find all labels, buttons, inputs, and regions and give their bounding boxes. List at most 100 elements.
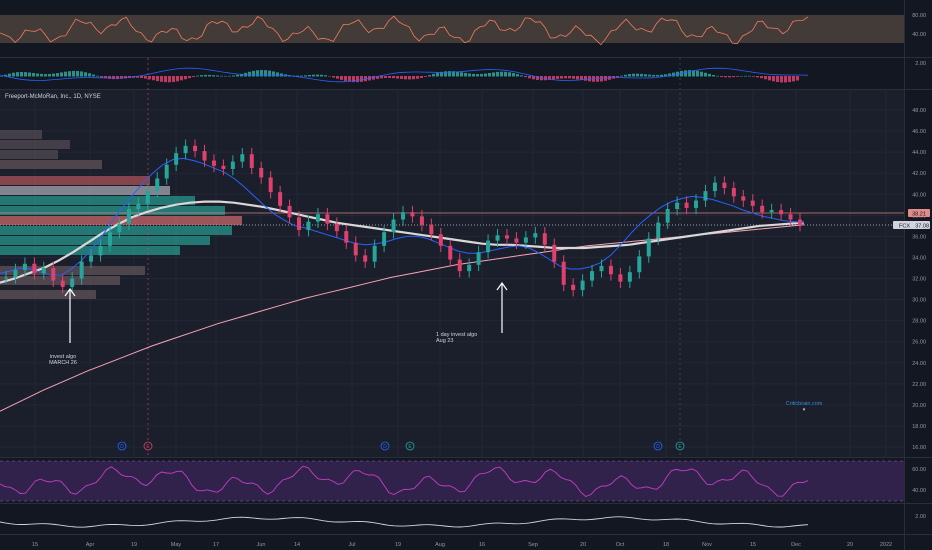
x-tick-label: May	[171, 542, 182, 548]
histogram-bar	[728, 76, 731, 78]
histogram-bar	[308, 74, 311, 77]
histogram-bar	[360, 76, 363, 82]
histogram-bar	[740, 75, 743, 77]
histogram-bar	[148, 76, 151, 80]
volume-profile-bar	[0, 216, 242, 225]
histogram-bar	[52, 73, 55, 77]
candle-body	[98, 245, 103, 256]
histogram-bar	[580, 76, 583, 80]
oscillator-tick-label: 80.00	[912, 13, 926, 19]
histogram-bar	[796, 76, 799, 81]
histogram-bar	[644, 74, 647, 77]
histogram-bar	[356, 76, 359, 83]
candle-body	[51, 267, 56, 281]
histogram-bar	[144, 76, 147, 79]
histogram-bar	[272, 71, 275, 77]
histogram-bar	[520, 75, 523, 77]
candle-body	[694, 200, 699, 208]
svg-text:FCX: FCX	[899, 224, 910, 230]
histogram-bar	[380, 76, 383, 79]
event-marker-label: E	[146, 444, 150, 450]
y-tick-label: 26.00	[912, 340, 926, 346]
volume-profile-bar	[0, 206, 225, 215]
histogram-bar	[756, 76, 759, 78]
histogram-bar	[276, 72, 279, 77]
x-tick-label: 16	[479, 542, 485, 548]
histogram-bar	[544, 76, 547, 81]
histogram-bar	[424, 76, 427, 77]
histogram-bar	[736, 76, 739, 77]
candle-body	[202, 151, 207, 161]
candle-body	[391, 219, 396, 233]
event-marker-icon[interactable]	[653, 441, 663, 451]
histogram-tick-label: 2.00	[915, 61, 926, 67]
candle-body	[741, 196, 746, 201]
histogram-bar	[744, 75, 747, 77]
histogram-bar	[652, 74, 655, 77]
candle-body	[542, 233, 547, 245]
volume-profile	[0, 130, 242, 299]
y-tick-label: 40.00	[912, 192, 926, 198]
event-marker-icon[interactable]	[380, 441, 390, 451]
histogram-bar	[92, 74, 95, 77]
x-tick-label: Sep	[528, 542, 538, 548]
bottom-indicator: 2.00	[0, 514, 926, 528]
arrow-head-icon	[64, 287, 76, 297]
histogram-bar	[472, 73, 475, 77]
candle-body	[126, 208, 131, 224]
candle-body	[155, 178, 160, 192]
volume-profile-bar	[0, 196, 195, 205]
histogram-bar	[176, 76, 179, 82]
histogram-bar	[100, 76, 103, 78]
histogram-bar	[500, 71, 503, 77]
candle-body	[608, 265, 613, 275]
event-marker-icon[interactable]	[117, 441, 127, 451]
histogram-bar	[420, 76, 423, 78]
histogram-bar	[708, 73, 711, 77]
candle-body	[599, 265, 604, 272]
ma-fast-line	[0, 157, 805, 276]
y-tick-label: 18.00	[912, 424, 926, 430]
volume-profile-bar	[0, 226, 232, 235]
histogram-bar	[624, 74, 627, 77]
histogram-bar	[32, 72, 35, 77]
candle-body	[22, 263, 27, 271]
event-marker-icon[interactable]	[675, 441, 685, 451]
histogram-bar	[604, 76, 607, 81]
histogram-bar	[152, 76, 155, 81]
source-label[interactable]: Criticbrain.com	[786, 401, 823, 407]
histogram-bar	[104, 76, 107, 79]
histogram-bar	[64, 71, 67, 77]
candle-body	[287, 205, 292, 218]
candle-body	[193, 145, 198, 152]
candle-body	[13, 270, 18, 278]
x-tick-label: 20	[580, 542, 586, 548]
histogram-bar	[404, 76, 407, 80]
event-marker-icon[interactable]	[405, 441, 415, 451]
histogram-bar	[120, 76, 123, 79]
candle-body	[344, 231, 349, 243]
histogram-bar	[484, 73, 487, 77]
histogram-bar	[80, 71, 83, 77]
x-tick-label: 15	[32, 542, 38, 548]
histogram-bar	[320, 74, 323, 77]
candle-body	[495, 235, 500, 241]
histogram-bar	[8, 73, 11, 77]
candle-body	[665, 208, 670, 223]
event-marker-icon[interactable]	[143, 441, 153, 451]
histogram-bar	[352, 76, 355, 83]
candle-body	[448, 245, 453, 260]
histogram-bar	[716, 75, 719, 77]
histogram-bar	[400, 76, 403, 79]
event-marker-label: D	[383, 444, 387, 450]
histogram-bar	[768, 76, 771, 81]
histogram-bar	[160, 76, 163, 82]
histogram-bar	[412, 76, 415, 80]
histogram-bar	[24, 72, 27, 77]
annotation-aug: 1 day invest algo Aug 23	[436, 281, 508, 344]
y-tick-label: 22.00	[912, 382, 926, 388]
rsi-line	[0, 465, 809, 498]
candle-body	[523, 237, 528, 243]
